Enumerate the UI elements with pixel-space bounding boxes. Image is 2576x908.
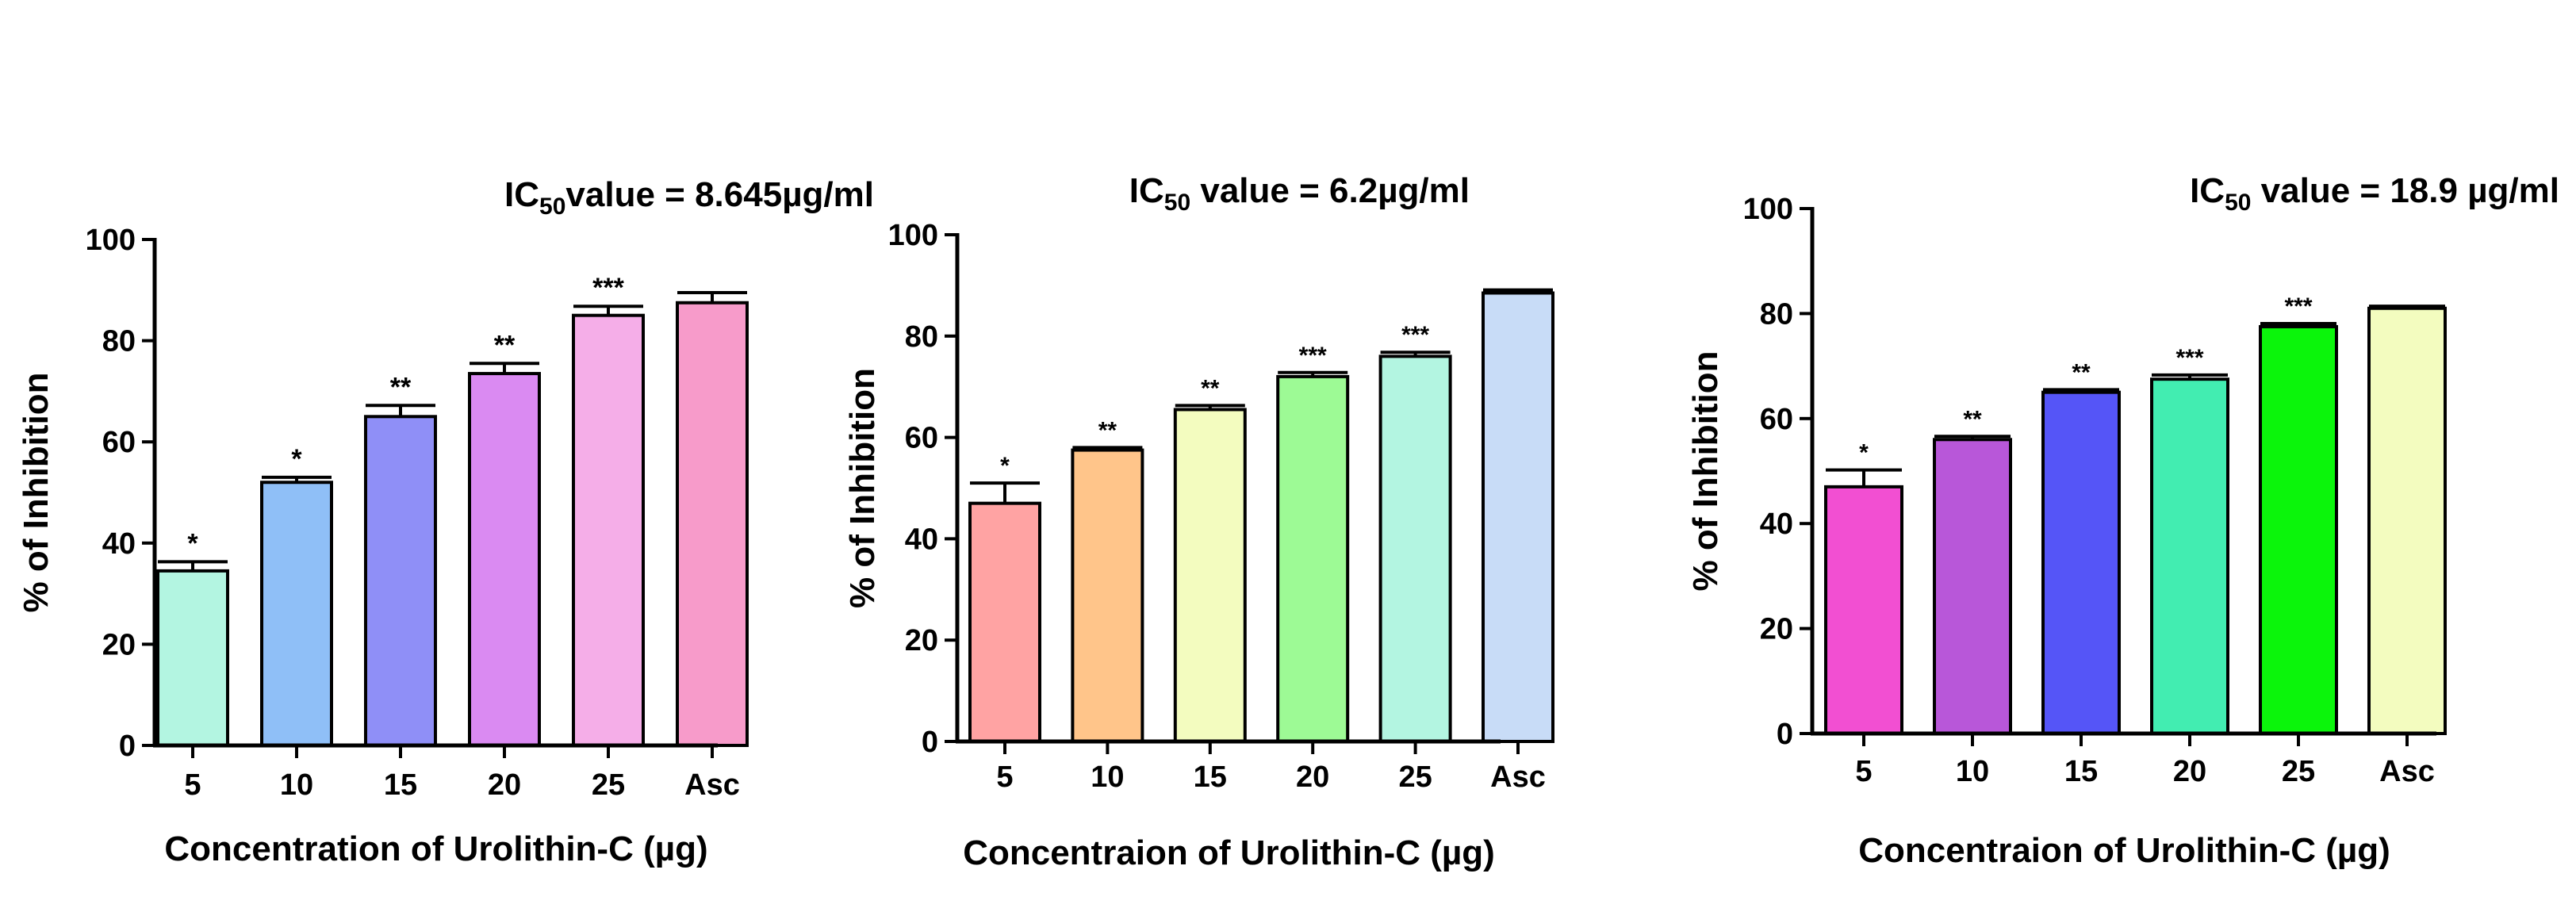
significance-marker: ** [494, 330, 516, 360]
ic50-annotation: IC50 value = 18.9 µg/ml [2190, 171, 2559, 216]
y-axis-title: % of Inhibition [17, 372, 56, 612]
y-tick-label: 100 [1743, 193, 1793, 226]
x-tick-label: 25 [2282, 755, 2315, 788]
significance-marker: ** [1963, 406, 1982, 432]
y-tick-label: 0 [1777, 718, 1793, 751]
bar-5 [156, 569, 229, 748]
bar-15 [364, 415, 437, 747]
bar-15 [2041, 390, 2121, 735]
bar-15 [1173, 408, 1247, 744]
y-axis-title: % of Inhibition [1686, 351, 1725, 591]
significance-marker: ** [390, 372, 412, 402]
x-axis-title: Concentration of Urolithin-C (µg) [164, 829, 707, 868]
y-tick-label: 60 [102, 426, 136, 459]
bar-20 [2150, 377, 2229, 735]
bar-25 [572, 313, 645, 747]
significance-marker: ** [1201, 375, 1220, 401]
significance-marker: * [291, 444, 302, 474]
significance-marker: * [1000, 453, 1010, 479]
y-tick-label: 40 [1760, 508, 1793, 541]
significance-marker: ** [1098, 417, 1117, 443]
bar-10 [1071, 448, 1144, 743]
bar-asc [676, 301, 749, 747]
x-tick-label: Asc [1490, 760, 1546, 794]
x-tick-label: 5 [1855, 755, 1872, 788]
y-tick-label: 100 [86, 224, 136, 257]
significance-marker: *** [592, 273, 624, 303]
bar-5 [1824, 485, 1903, 735]
ic50-subscript: 50 [539, 193, 565, 220]
chart-panel-b: IC50 value = 6.2µg/ml * 5 ** 10 ** 15 *** 20 *** 2… [843, 171, 1554, 872]
y-tick-label: 20 [1760, 613, 1793, 646]
bar-asc [1482, 291, 1554, 743]
bar-20 [468, 372, 541, 747]
x-tick-label: Asc [2379, 755, 2435, 788]
significance-marker: *** [2175, 345, 2203, 371]
y-tick-label: 40 [102, 527, 136, 561]
x-tick-label: 15 [2064, 755, 2098, 788]
y-tick-label: 0 [119, 730, 136, 763]
x-tick-label: 5 [996, 760, 1013, 794]
chart-panel-a: IC50value = 8.645µg/ml * 5 * 10 ** 15 ** 20 *** 25… [17, 175, 874, 868]
bar-asc [2367, 306, 2447, 735]
y-tick-label: 100 [888, 219, 938, 252]
bar-10 [1933, 438, 2012, 736]
y-axis-title: % of Inhibition [843, 368, 882, 608]
significance-marker: * [1859, 440, 1869, 466]
x-axis-title: Concentraion of Urolithin-C (µg) [1858, 831, 2390, 870]
y-tick-label: 80 [1760, 297, 1793, 331]
ic50-annotation: IC50 value = 6.2µg/ml [1129, 171, 1470, 216]
ic50-value: value = 8.645µg/ml [565, 175, 874, 214]
ic50-prefix: IC [504, 175, 539, 214]
significance-marker: *** [1401, 322, 1429, 348]
ic50-value: value = 18.9 µg/ml [2251, 171, 2559, 210]
y-tick-label: 0 [922, 726, 938, 759]
y-tick-label: 40 [905, 523, 938, 556]
y-tick-label: 80 [905, 320, 938, 354]
x-tick-label: 10 [280, 768, 313, 802]
x-tick-label: 5 [184, 768, 201, 802]
ic50-subscript: 50 [2225, 190, 2251, 216]
x-tick-label: 15 [384, 768, 417, 802]
x-tick-label: 15 [1194, 760, 1227, 794]
bar-5 [968, 501, 1041, 743]
bar-10 [260, 481, 333, 747]
x-tick-label: 10 [1956, 755, 1989, 788]
significance-marker: * [187, 528, 198, 558]
y-tick-label: 20 [102, 628, 136, 661]
bar-25 [2259, 324, 2338, 735]
x-tick-label: 10 [1091, 760, 1124, 794]
y-tick-label: 60 [1760, 403, 1793, 436]
ic50-prefix: IC [2190, 171, 2225, 210]
x-tick-label: 25 [592, 768, 625, 802]
y-tick-label: 20 [905, 624, 938, 657]
ic50-annotation: IC50value = 8.645µg/ml [504, 175, 874, 220]
x-tick-label: 20 [2173, 755, 2206, 788]
ic50-value: value = 6.2µg/ml [1190, 171, 1470, 210]
bar-25 [1378, 354, 1452, 743]
bar-20 [1276, 374, 1350, 743]
ic50-prefix: IC [1129, 171, 1164, 210]
x-tick-label: 20 [488, 768, 521, 802]
x-axis-title: Concentraion of Urolithin-C (µg) [963, 833, 1495, 872]
x-tick-label: Asc [684, 768, 740, 802]
x-tick-label: 20 [1296, 760, 1329, 794]
ic50-subscript: 50 [1164, 190, 1190, 216]
significance-marker: *** [2284, 293, 2312, 320]
y-tick-label: 80 [102, 325, 136, 358]
significance-marker: ** [2072, 359, 2091, 385]
x-tick-label: 25 [1398, 760, 1432, 794]
y-tick-label: 60 [905, 422, 938, 455]
chart-panel-c: IC50 value = 18.9 µg/ml * 5 ** 10 ** 15 *** 20 **… [1686, 171, 2559, 870]
significance-marker: *** [1299, 343, 1327, 369]
